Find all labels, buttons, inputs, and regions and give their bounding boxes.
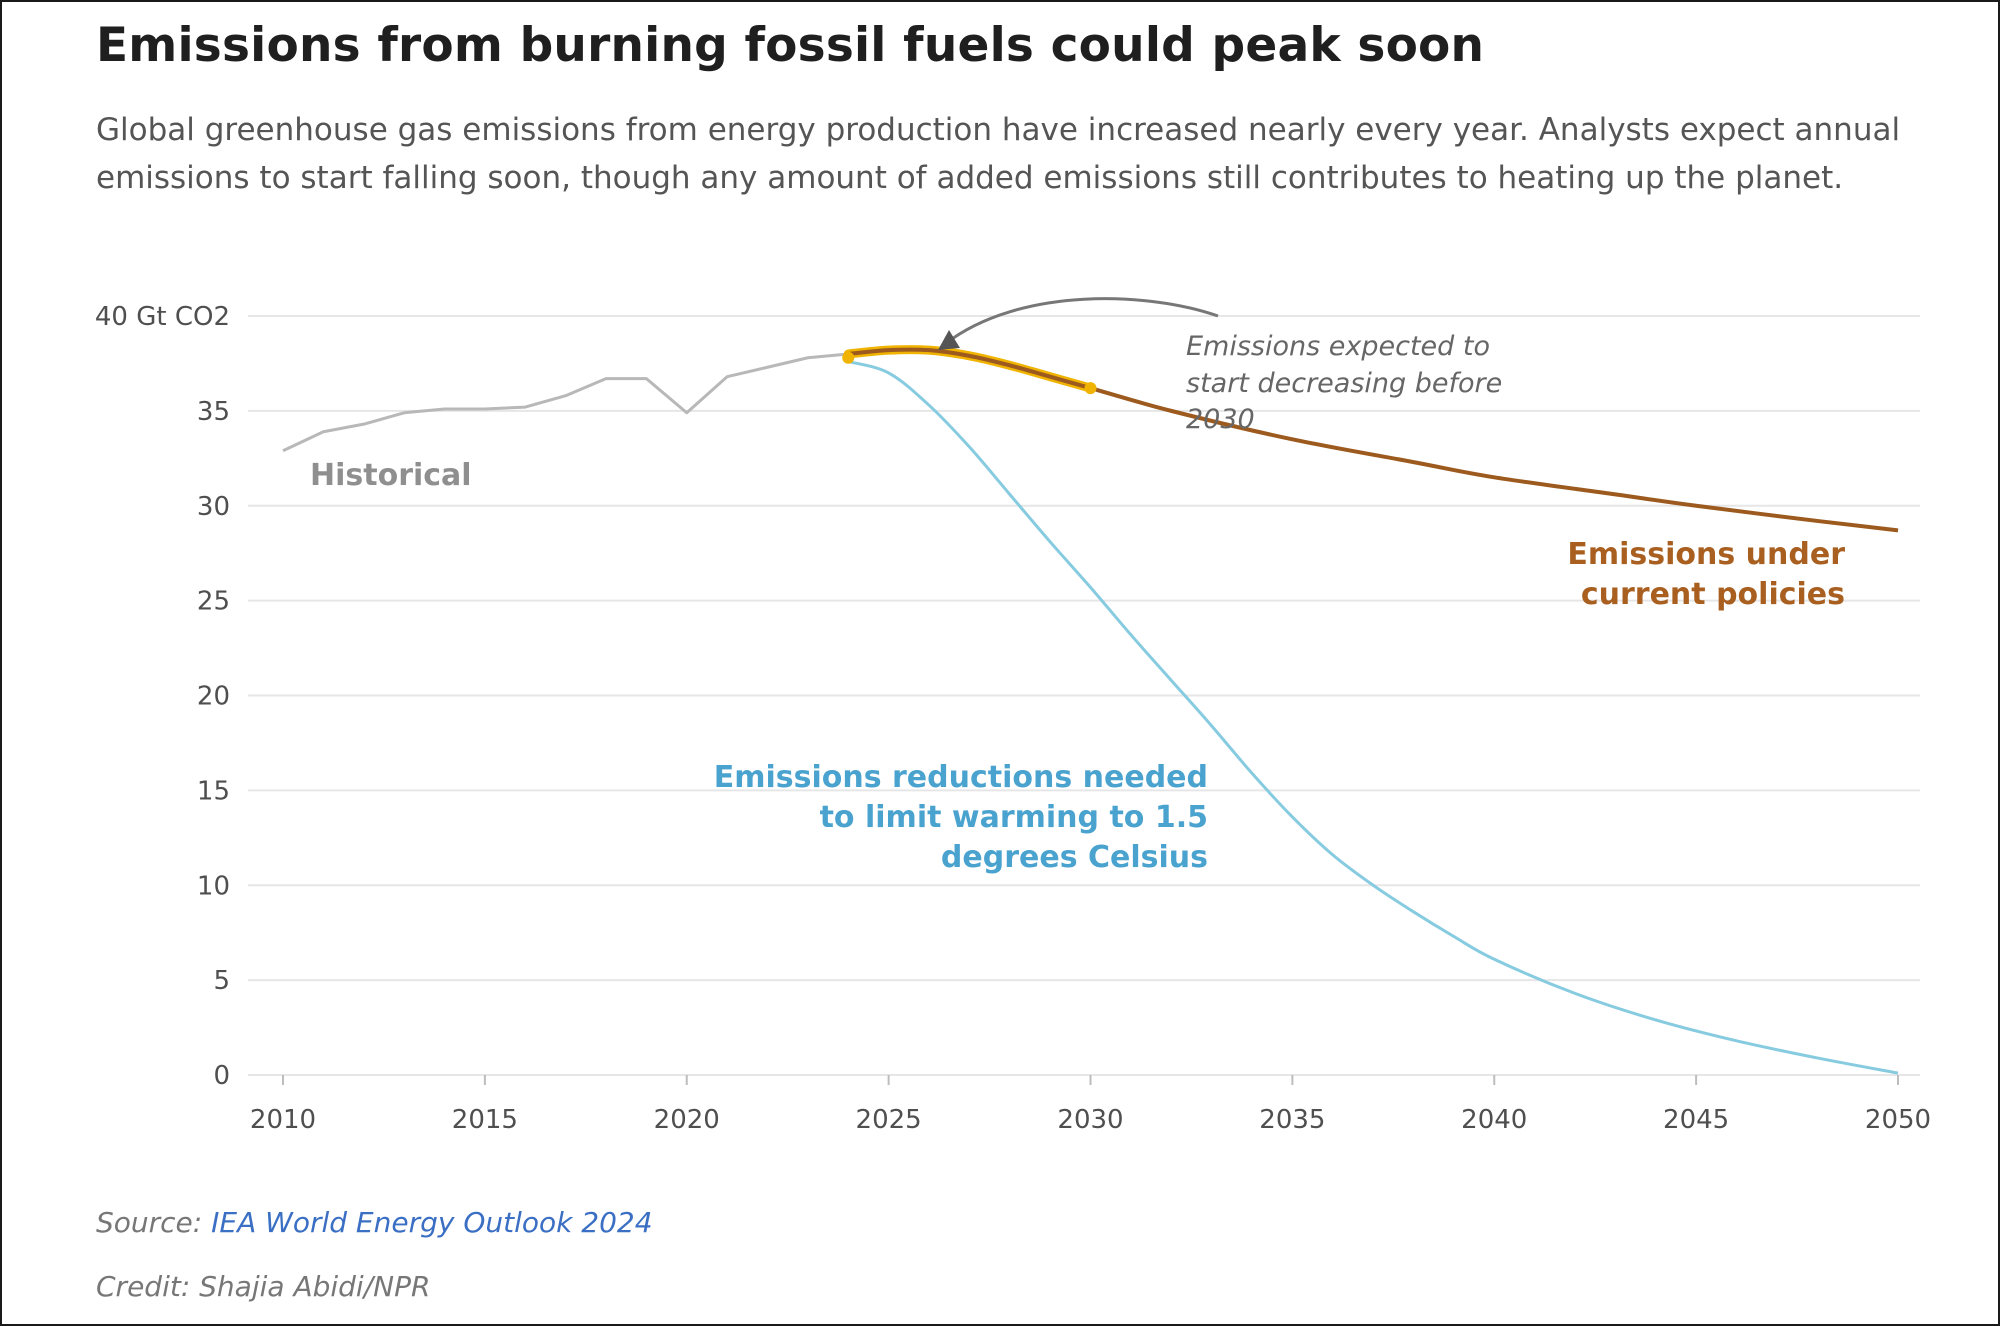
annotation-line-1: Emissions expected to xyxy=(1186,331,1490,362)
historical-label: Historical xyxy=(310,458,472,493)
series-lines xyxy=(282,345,1899,1075)
y-tick-label: 5 xyxy=(213,966,230,996)
chart-subtitle: Global greenhouse gas emissions from ene… xyxy=(96,112,1901,196)
annotation-line-2: start decreasing before xyxy=(1186,368,1502,399)
y-tick-label: 20 xyxy=(197,682,230,712)
source-link[interactable]: IEA World Energy Outlook 2024 xyxy=(211,1206,653,1239)
y-tick-label: 10 xyxy=(197,871,230,901)
reduction-label-line-1: Emissions reductions needed xyxy=(714,760,1208,795)
y-tick-label: 40 Gt CO2 xyxy=(95,302,230,332)
x-tick-label: 2015 xyxy=(452,1105,518,1135)
highlight-point xyxy=(1084,382,1097,395)
series-line-current-policies xyxy=(848,347,1899,533)
series-line-reduction xyxy=(847,360,1899,1075)
grid-lines xyxy=(248,315,1920,1076)
reduction-label-line-3: degrees Celsius xyxy=(941,840,1208,875)
arrow-head-icon xyxy=(938,330,960,350)
x-tick-label: 2045 xyxy=(1663,1105,1729,1135)
y-tick-label: 30 xyxy=(197,492,230,522)
y-tick-label: 0 xyxy=(213,1061,230,1091)
annotation-arrow xyxy=(944,297,1219,346)
credit-note: Credit: Shajia Abidi/NPR xyxy=(96,1270,431,1303)
source-label: Source: xyxy=(96,1206,203,1239)
highlight-point xyxy=(842,351,855,364)
current-policies-label-line-1: Emissions under xyxy=(1567,537,1845,572)
y-tick-label: 35 xyxy=(197,397,230,427)
y-tick-label: 15 xyxy=(197,776,230,806)
annotation-line-3: 2030 xyxy=(1186,404,1255,435)
x-tick-label: 2050 xyxy=(1865,1105,1931,1135)
x-tick-label: 2035 xyxy=(1259,1105,1325,1135)
x-tick-label: 2010 xyxy=(250,1105,316,1135)
source-note: Source: IEA World Energy Outlook 2024 xyxy=(96,1206,653,1239)
chart-title: Emissions from burning fossil fuels coul… xyxy=(96,18,1485,73)
current-policies-label-line-2: current policies xyxy=(1581,577,1845,612)
x-tick-label: 2025 xyxy=(856,1105,922,1135)
reduction-label-line-2: to limit warming to 1.5 xyxy=(820,800,1208,835)
x-axis-ticks: 2010 2015 2020 2025 2030 2035 2040 2045 2050 xyxy=(250,1075,1931,1135)
x-tick-label: 2020 xyxy=(654,1105,720,1135)
series-line-historical xyxy=(282,352,849,453)
x-tick-label: 2040 xyxy=(1461,1105,1527,1135)
x-tick-label: 2030 xyxy=(1057,1105,1123,1135)
y-axis-ticks: 0 5 10 15 20 25 30 35 40 Gt CO2 xyxy=(95,302,230,1091)
y-tick-label: 25 xyxy=(197,587,230,617)
